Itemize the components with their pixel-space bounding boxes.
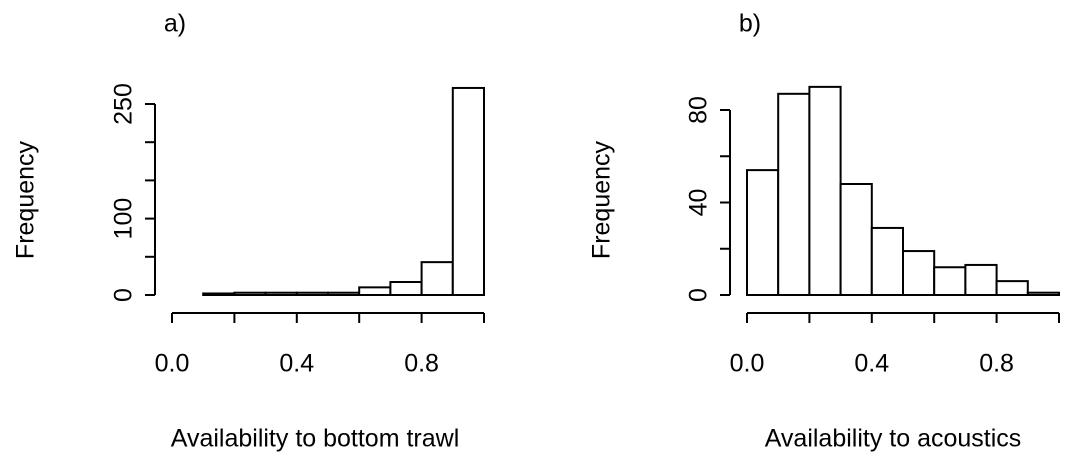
x-tick-label: 0.4 <box>279 350 314 378</box>
y-axis-label: Frequency <box>588 140 616 259</box>
panel-title: a) <box>164 10 186 38</box>
bar <box>451 86 485 297</box>
bar <box>264 291 298 297</box>
bar <box>327 291 361 297</box>
y-tick-label: 40 <box>685 189 713 217</box>
bar <box>420 261 454 297</box>
x-axis-label: Availability to bottom trawl <box>171 425 460 453</box>
bar <box>746 169 780 296</box>
x-axis-label: Availability to acoustics <box>765 425 1022 453</box>
bar <box>202 292 236 296</box>
bar <box>358 286 392 296</box>
x-tick-label: 0.0 <box>155 350 190 378</box>
bar <box>933 266 967 296</box>
x-tick-label: 0.0 <box>730 350 765 378</box>
bar <box>233 291 267 297</box>
bar <box>808 85 842 296</box>
bar <box>902 250 936 296</box>
bar <box>1026 291 1061 296</box>
bar <box>295 291 329 297</box>
y-axis-label: Frequency <box>12 140 40 259</box>
y-tick-label: 0 <box>685 288 713 302</box>
bar <box>964 263 998 296</box>
bar <box>870 226 904 296</box>
y-tick-label: 80 <box>685 96 713 124</box>
bar <box>839 183 873 296</box>
bar <box>995 280 1029 296</box>
y-tick-label: 0 <box>110 288 138 302</box>
x-tick-label: 0.4 <box>854 350 889 378</box>
x-tick-label: 0.8 <box>979 350 1014 378</box>
bar <box>389 281 423 296</box>
y-tick-label: 100 <box>110 198 138 240</box>
y-tick-label: 250 <box>110 83 138 125</box>
x-tick-label: 0.8 <box>404 350 439 378</box>
panel-title: b) <box>739 10 761 38</box>
bar <box>777 92 811 296</box>
